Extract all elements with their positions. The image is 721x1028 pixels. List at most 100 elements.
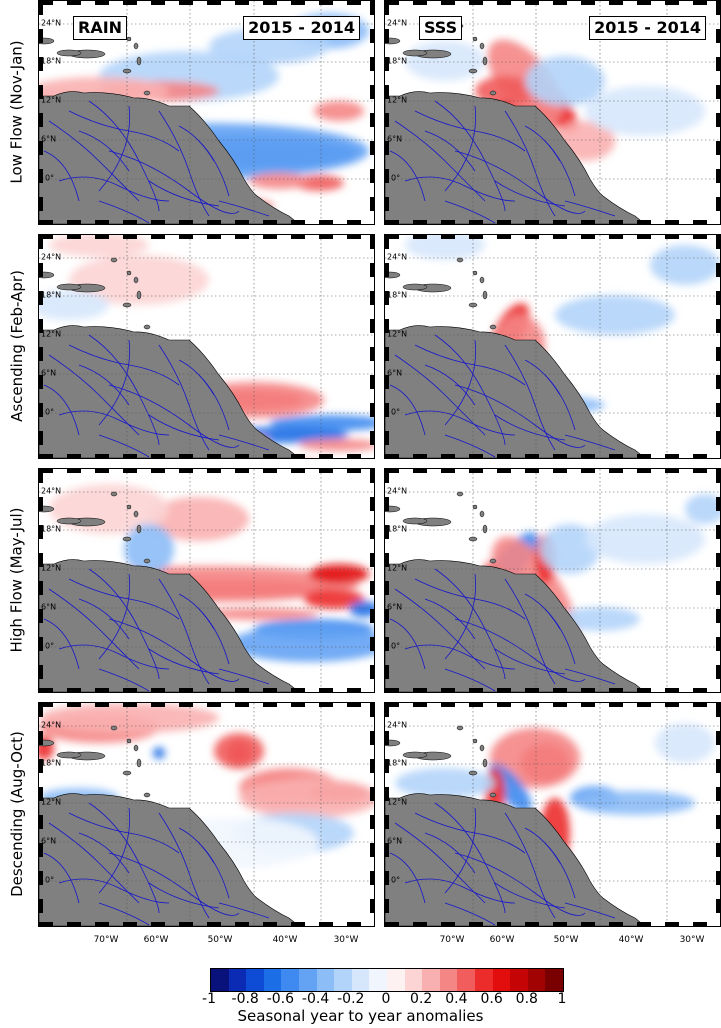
colorbar-swatch	[527, 969, 546, 991]
latitude-label: 18°N	[387, 758, 408, 768]
latitude-label: 18°N	[41, 758, 62, 768]
colorbar-swatch	[298, 969, 317, 991]
variable-label: RAIN	[73, 16, 128, 40]
latitude-label: 24°N	[41, 18, 62, 28]
colorbar-tick-label: 1	[557, 991, 567, 1007]
colorbar-swatch	[510, 969, 528, 991]
longitude-label: 30°W	[333, 935, 359, 945]
colorbar-swatch	[404, 969, 423, 991]
colorbar-swatch	[369, 969, 387, 991]
map-panel-rain-row3	[38, 468, 375, 693]
colorbar-swatch	[281, 969, 299, 991]
map-panel-sss-row2	[384, 234, 721, 459]
latitude-label: 12°N	[41, 95, 62, 105]
latitude-label: 6°N	[41, 368, 57, 378]
colorbar-swatch	[263, 969, 282, 991]
colorbar-tick-label: 0.6	[480, 991, 503, 1007]
colorbar	[210, 968, 564, 992]
colorbar-tick-label: -0.2	[337, 991, 365, 1007]
anomaly-map	[39, 235, 374, 458]
latitude-label: 6°N	[41, 602, 57, 612]
colorbar-tick-label: 0	[381, 991, 391, 1007]
colorbar-tick-label: 0.2	[410, 991, 433, 1007]
latitude-label: 0°	[391, 875, 401, 885]
latitude-label: 12°N	[387, 95, 408, 105]
latitude-label: 6°N	[387, 836, 403, 846]
colorbar-swatch	[422, 969, 440, 991]
variable-label: SSS	[419, 16, 463, 40]
anomaly-map	[385, 703, 720, 926]
colorbar-swatch	[492, 969, 511, 991]
longitude-label: 50°W	[553, 935, 579, 945]
latitude-label: 6°N	[41, 836, 57, 846]
latitude-label: 12°N	[41, 563, 62, 573]
period-label: 2015 - 2014	[589, 16, 706, 40]
latitude-label: 0°	[45, 173, 55, 183]
latitude-label: 6°N	[387, 602, 403, 612]
latitude-label: 24°N	[387, 720, 408, 730]
colorbar-swatch	[351, 969, 370, 991]
latitude-label: 6°N	[387, 368, 403, 378]
colorbar-tick-label: -0.8	[231, 991, 259, 1007]
colorbar-swatch	[316, 969, 335, 991]
anomaly-map	[385, 469, 720, 692]
latitude-label: 18°N	[41, 524, 62, 534]
anomaly-map	[385, 235, 720, 458]
longitude-label: 60°W	[143, 935, 169, 945]
season-row-label-text: High Flow (May-Jul)	[8, 506, 26, 653]
colorbar-swatch	[211, 969, 229, 991]
colorbar-swatch	[228, 969, 247, 991]
colorbar-tick-label: 0.4	[445, 991, 468, 1007]
map-panel-sss-row4	[384, 702, 721, 927]
colorbar-tick-label: -1	[202, 991, 216, 1007]
latitude-label: 24°N	[387, 252, 408, 262]
latitude-label: 18°N	[387, 524, 408, 534]
longitude-label: 30°W	[679, 935, 705, 945]
latitude-label: 24°N	[387, 18, 408, 28]
colorbar-swatch	[439, 969, 458, 991]
latitude-label: 24°N	[41, 720, 62, 730]
latitude-label: 12°N	[41, 797, 62, 807]
colorbar-tick-label: -0.4	[301, 991, 330, 1007]
latitude-label: 0°	[391, 173, 401, 183]
anomaly-map	[39, 703, 374, 926]
latitude-label: 18°N	[41, 56, 62, 66]
latitude-label: 0°	[45, 641, 55, 651]
longitude-label: 50°W	[207, 935, 233, 945]
colorbar-tick-label: 0.8	[515, 991, 538, 1007]
season-row-label-text: Ascending (Feb-Apr)	[8, 269, 26, 422]
latitude-label: 12°N	[387, 797, 408, 807]
colorbar-swatch	[334, 969, 352, 991]
map-panel-rain-row1: RAIN 2015 - 2014	[38, 0, 375, 225]
season-row-label: High Flow (May-Jul)	[0, 468, 34, 691]
latitude-label: 0°	[45, 875, 55, 885]
colorbar-swatch	[545, 969, 563, 991]
longitude-label: 70°W	[439, 935, 465, 945]
colorbar-swatch	[474, 969, 493, 991]
season-row-label-text: Low Flow (Nov-Jan)	[8, 39, 27, 184]
colorbar-swatch	[246, 969, 264, 991]
latitude-label: 12°N	[387, 563, 408, 573]
longitude-label: 70°W	[93, 935, 119, 945]
map-panel-sss-row1: SSS 2015 - 2014	[384, 0, 721, 225]
latitude-label: 24°N	[41, 252, 62, 262]
season-row-label: Ascending (Feb-Apr)	[0, 234, 34, 457]
map-panel-rain-row2	[38, 234, 375, 459]
anomaly-map	[39, 469, 374, 692]
season-row-label-text: Descending (Aug-Oct)	[8, 730, 27, 897]
latitude-label: 6°N	[387, 134, 403, 144]
latitude-label: 12°N	[387, 329, 408, 339]
latitude-label: 24°N	[387, 486, 408, 496]
period-label: 2015 - 2014	[243, 16, 360, 40]
colorbar-title: Seasonal year to year anomalies	[237, 1007, 484, 1025]
longitude-label: 40°W	[272, 935, 298, 945]
latitude-label: 12°N	[41, 329, 62, 339]
map-panel-rain-row4	[38, 702, 375, 927]
anomaly-map	[39, 1, 374, 224]
latitude-label: 0°	[391, 407, 401, 417]
season-row-label: Descending (Aug-Oct)	[0, 702, 34, 925]
latitude-label: 18°N	[387, 290, 408, 300]
longitude-label: 60°W	[489, 935, 515, 945]
latitude-label: 0°	[391, 641, 401, 651]
latitude-label: 18°N	[387, 56, 408, 66]
